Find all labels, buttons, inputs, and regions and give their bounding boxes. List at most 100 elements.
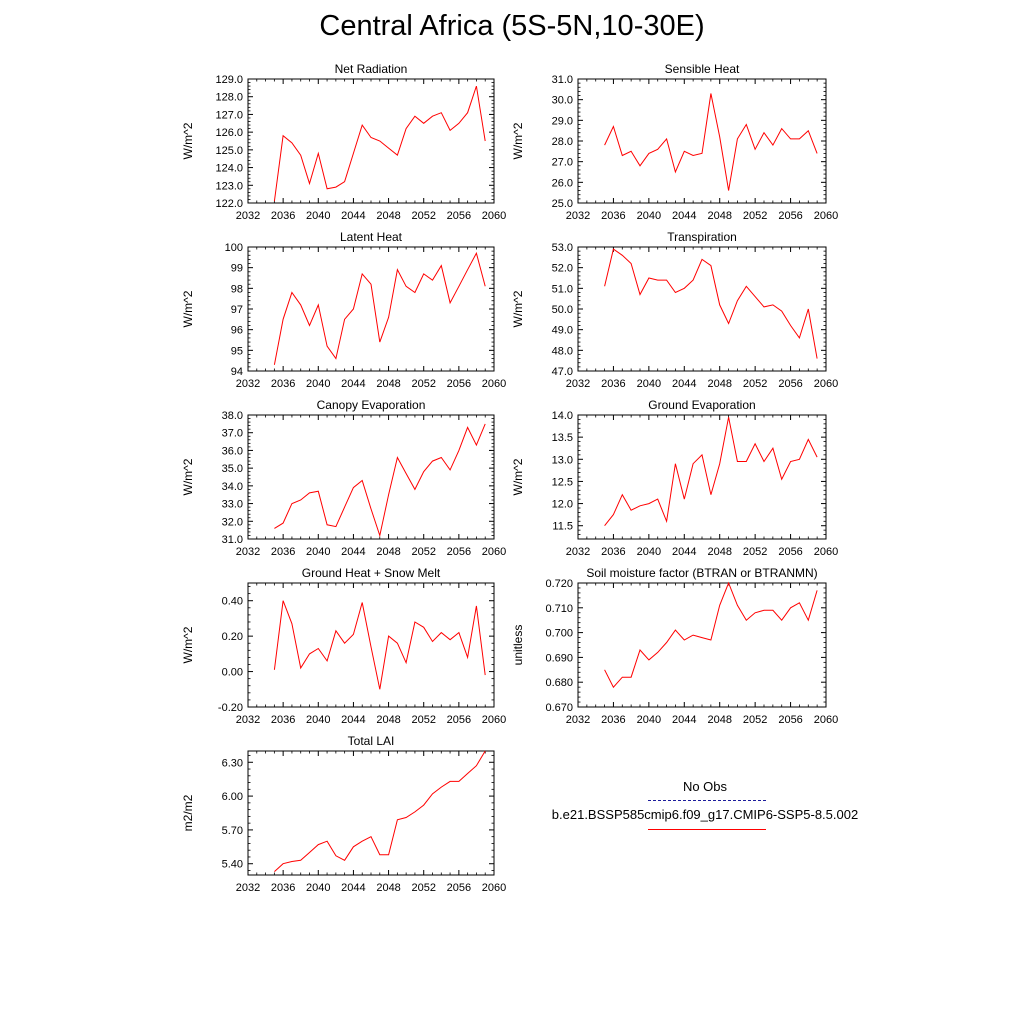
y-tick-label: 6.30 [222,757,243,769]
x-tick-label: 2036 [601,546,625,558]
chart-panel: Soil moisture factor (BTRAN or BTRANMN) u… [511,566,838,726]
chart-title: Sensible Heat [665,62,740,76]
x-tick-label: 2052 [411,378,435,390]
chart-panel: Total LAI m2/m2 2032 2036 2040 2044 2048 2052 20… [181,734,506,894]
chart-panel: Net Radiation W/m^2 2032 2036 2040 2044 2048 20… [181,62,506,222]
y-tick-label: 35.0 [222,463,243,475]
chart-title: Net Radiation [335,62,408,76]
y-tick-label: 6.00 [222,791,243,803]
x-tick-label: 2036 [271,378,295,390]
y-tick-label: 30.0 [552,95,573,107]
x-tick-label: 2048 [707,378,731,390]
x-tick-label: 2056 [447,210,471,222]
legend-obs-line [648,800,766,801]
y-tick-label: 97 [231,304,243,316]
y-tick-label: 53.0 [552,242,573,254]
series-line [604,248,818,359]
x-tick-label: 2056 [778,714,802,726]
y-axis-label: W/m^2 [511,458,525,495]
plot-frame [577,78,827,204]
x-tick-label: 2048 [376,714,400,726]
y-tick-label: 32.0 [222,516,243,528]
y-tick-label: 124.0 [215,163,243,175]
x-tick-label: 2032 [566,210,590,222]
x-tick-label: 2036 [601,378,625,390]
y-tick-label: 122.0 [215,198,243,210]
x-tick-label: 2052 [411,546,435,558]
x-tick-label: 2052 [411,714,435,726]
x-tick-label: 2040 [306,546,330,558]
y-axis-label: m2/m2 [181,794,195,831]
x-tick-label: 2044 [341,546,365,558]
x-tick-label: 2052 [743,714,767,726]
x-tick-label: 2032 [236,378,260,390]
chart-panel: Canopy Evaporation W/m^2 2032 2036 2040 2044 2… [181,398,506,558]
x-tick-label: 2048 [707,714,731,726]
x-tick-label: 2044 [672,714,696,726]
y-tick-label: 34.0 [222,481,243,493]
x-tick-label: 2032 [236,882,260,894]
y-tick-label: 129.0 [215,74,243,86]
x-tick-label: 2048 [376,378,400,390]
y-tick-label: 52.0 [552,263,573,275]
x-tick-label: 2044 [341,210,365,222]
x-tick-label: 2060 [814,546,838,558]
y-tick-label: 126.0 [215,127,243,139]
x-tick-label: 2056 [447,378,471,390]
plot-frame [577,246,827,372]
y-tick-label: 13.0 [552,454,573,466]
y-tick-label: 51.0 [552,283,573,295]
plot-frame [577,414,827,540]
x-tick-label: 2036 [601,714,625,726]
series-line [273,600,486,690]
x-tick-label: 2040 [306,378,330,390]
plot-frame [247,750,495,876]
x-tick-label: 2036 [271,546,295,558]
y-tick-label: 96 [231,325,243,337]
x-tick-label: 2032 [236,714,260,726]
y-axis-label: W/m^2 [511,290,525,327]
series-line [273,85,486,202]
y-tick-label: 14.0 [552,410,573,422]
y-tick-label: 11.5 [552,521,573,533]
x-tick-label: 2056 [447,882,471,894]
legend-model-line [648,829,766,830]
y-tick-label: 127.0 [215,109,243,121]
x-tick-label: 2060 [482,378,506,390]
x-tick-label: 2060 [482,882,506,894]
plot-frame [577,582,827,708]
chart-title: Ground Evaporation [648,398,755,412]
y-tick-label: 99 [231,263,243,275]
x-tick-label: 2040 [637,378,661,390]
series-line [604,417,818,527]
x-tick-label: 2036 [601,210,625,222]
x-tick-label: 2056 [778,546,802,558]
x-tick-label: 2056 [778,210,802,222]
x-tick-label: 2032 [236,546,260,558]
y-tick-label: 0.690 [545,652,573,664]
y-tick-label: 50.0 [552,304,573,316]
x-tick-label: 2044 [341,882,365,894]
x-tick-label: 2044 [672,210,696,222]
y-tick-label: 12.0 [552,499,573,511]
series-line [274,423,486,538]
chart-panel: Transpiration W/m^2 2032 2036 2040 2044 2048 20… [511,230,838,390]
x-tick-label: 2032 [566,546,590,558]
y-tick-label: 100 [225,242,243,254]
x-tick-label: 2040 [306,210,330,222]
y-tick-label: 13.5 [552,432,573,444]
x-tick-label: 2040 [306,882,330,894]
plot-frame [247,78,495,204]
x-tick-label: 2052 [411,882,435,894]
y-tick-label: 0.20 [222,631,243,643]
x-tick-label: 2040 [306,714,330,726]
y-tick-label: 12.5 [552,476,573,488]
y-tick-label: 0.00 [222,667,243,679]
chart-title: Total LAI [348,734,395,748]
x-tick-label: 2060 [482,210,506,222]
x-tick-label: 2044 [341,714,365,726]
x-tick-label: 2032 [566,378,590,390]
chart-title: Soil moisture factor (BTRAN or BTRANMN) [586,566,817,580]
y-axis-label: W/m^2 [181,122,195,159]
